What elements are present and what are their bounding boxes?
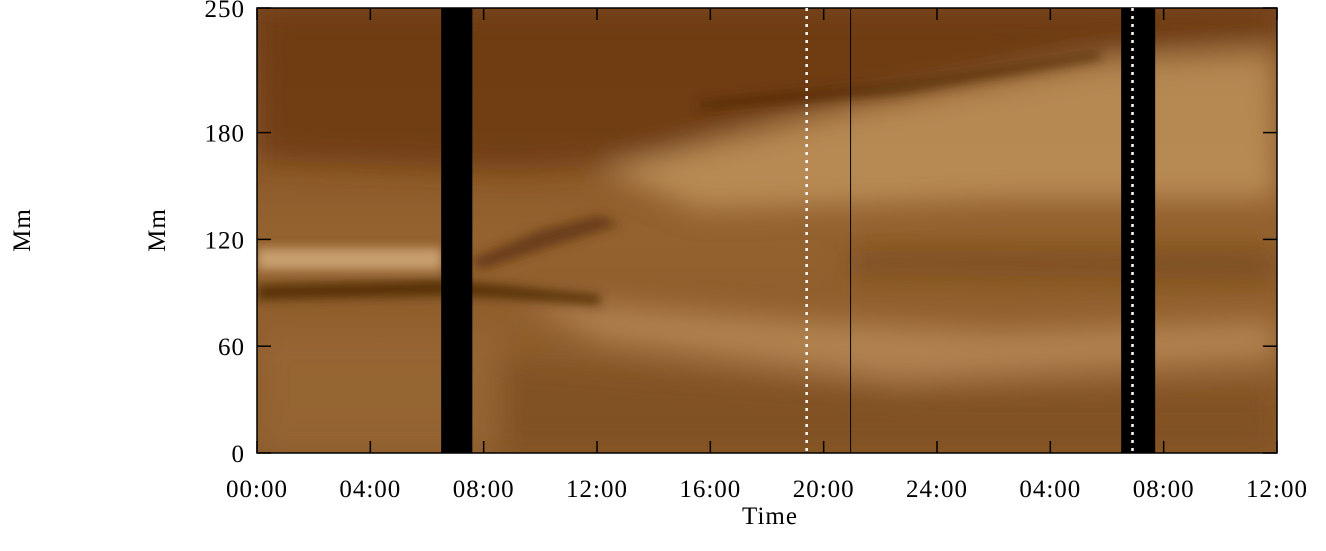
annotation: Mm [9, 208, 36, 252]
x-tick-label: 12:00 [566, 476, 628, 503]
intensity-image [257, 8, 1277, 453]
y-tick-label: 0 [232, 441, 246, 468]
data-gap [441, 8, 473, 453]
y-tick-label: 250 [205, 0, 246, 23]
x-axis-label: Time [742, 503, 798, 530]
x-tick-label: 04:00 [1019, 476, 1081, 503]
x-tick-label: 08:00 [1133, 476, 1195, 503]
x-tick-label: 04:00 [339, 476, 401, 503]
y-tick-label: 120 [205, 227, 246, 254]
y-axis-label: Mm [144, 208, 171, 252]
y-tick-label: 180 [205, 121, 246, 148]
x-tick-label: 20:00 [793, 476, 855, 503]
x-tick-label: 16:00 [679, 476, 741, 503]
plot-frame [256, 7, 1278, 454]
x-tick-label: 24:00 [906, 476, 968, 503]
x-tick-label: 00:00 [226, 476, 288, 503]
y-tick-label: 60 [218, 334, 245, 361]
data-gap [1121, 8, 1156, 453]
x-tick-label: 12:00 [1246, 476, 1308, 503]
x-tick-label: 08:00 [453, 476, 515, 503]
